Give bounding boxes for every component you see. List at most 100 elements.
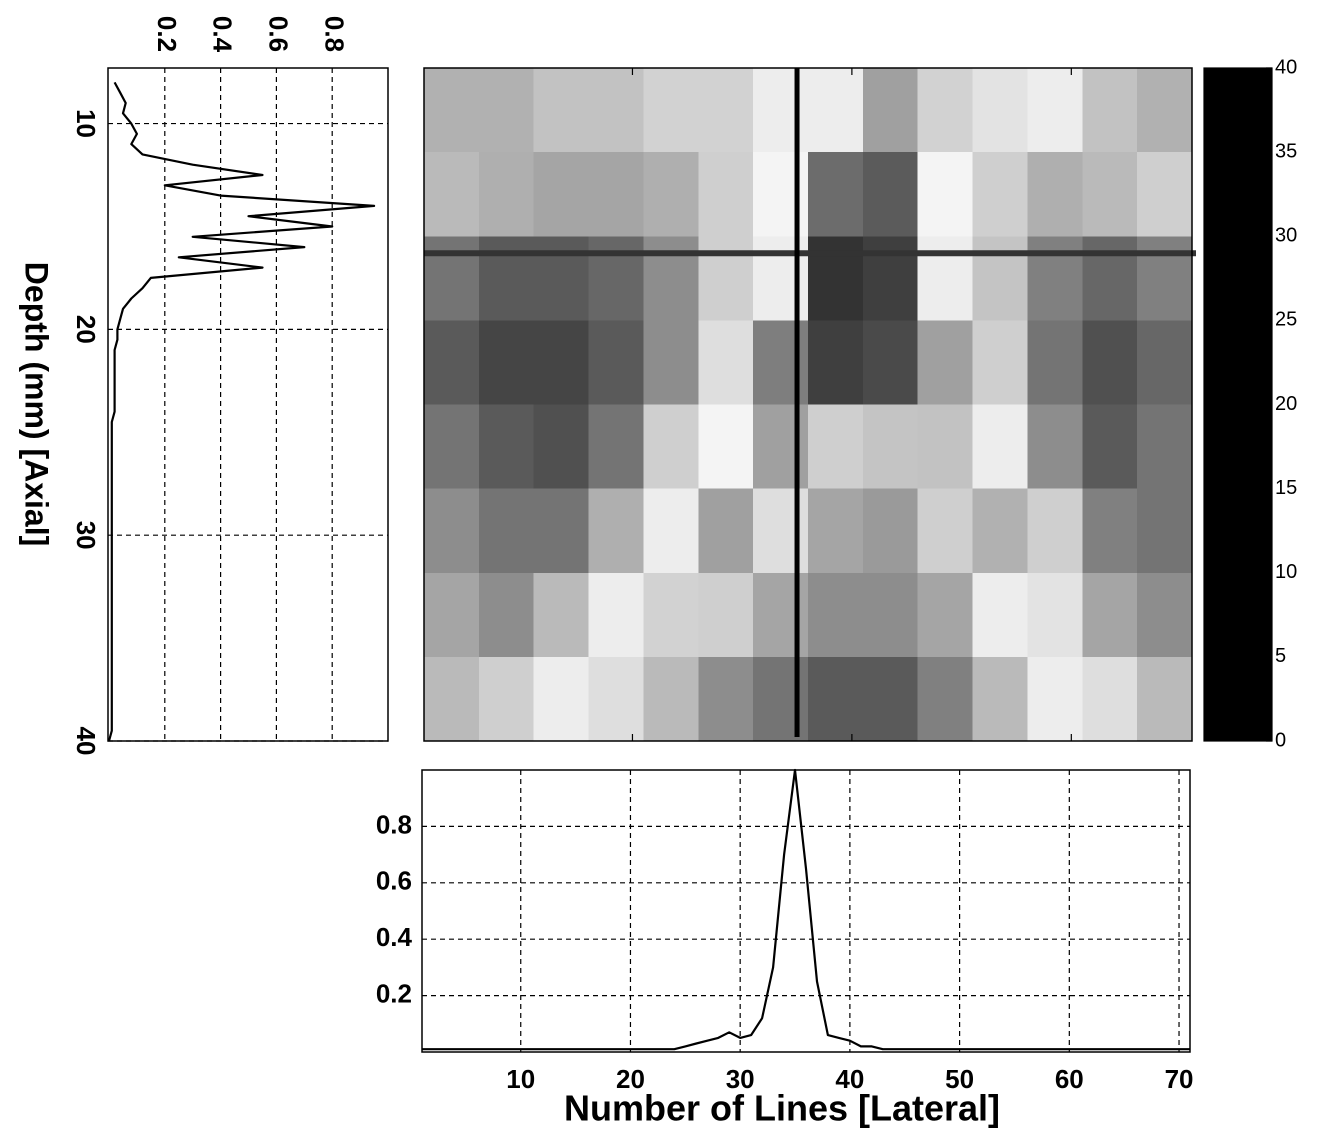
y-tick-label: 10 xyxy=(71,109,101,138)
heatmap-cell xyxy=(533,152,590,237)
heatmap-cell xyxy=(424,572,480,658)
heatmap-cell xyxy=(862,572,919,658)
heatmap-cell xyxy=(1137,68,1193,153)
heatmap-cell xyxy=(753,572,809,658)
heatmap-cell xyxy=(588,236,644,321)
heatmap-cell xyxy=(808,488,864,574)
plot-frame xyxy=(107,67,389,742)
plot-frame xyxy=(423,67,1193,742)
heatmap-cell xyxy=(1082,320,1138,405)
heatmap-cell xyxy=(753,152,809,237)
heatmap-cell xyxy=(862,404,919,490)
heatmap-cell xyxy=(478,68,535,153)
colorbar-tick-label: 10 xyxy=(1275,561,1297,583)
heatmap-cell xyxy=(972,488,1028,574)
axis-title: Number of Lines [Lateral] xyxy=(564,1088,1000,1129)
x-tick-label: 0.2 xyxy=(152,16,182,52)
heatmap-cell xyxy=(643,236,699,321)
heatmap-cell xyxy=(1082,236,1138,321)
heatmap-cell xyxy=(478,656,535,742)
heatmap-cell xyxy=(1027,236,1083,321)
heatmap-cell xyxy=(588,320,644,405)
colorbar xyxy=(1203,67,1273,742)
heatmap-cell xyxy=(917,572,974,658)
heatmap-cell xyxy=(588,152,644,237)
heatmap-cell xyxy=(1137,236,1193,321)
heatmap-cell xyxy=(1137,152,1193,237)
heatmap-cell xyxy=(808,68,864,153)
heatmap-cell xyxy=(753,656,809,742)
heatmap-cell xyxy=(1027,656,1083,742)
heatmap-cell xyxy=(424,236,480,321)
x-tick-label: 20 xyxy=(616,1064,645,1094)
heatmap-cell xyxy=(862,320,919,405)
axis-title: Depth (mm) [Axial] xyxy=(19,262,55,546)
y-tick-label: 0.4 xyxy=(376,922,413,952)
x-tick-label: 50 xyxy=(945,1064,974,1094)
heatmap-cell xyxy=(1137,320,1193,405)
heatmap-cell xyxy=(478,320,535,405)
heatmap-cell xyxy=(533,488,590,574)
heatmap-cell xyxy=(862,236,919,321)
heatmap-cell xyxy=(1137,488,1193,574)
x-tick-label: 60 xyxy=(1055,1064,1084,1094)
heatmap-cell xyxy=(917,320,974,405)
heatmap-cell xyxy=(1027,404,1083,490)
heatmap-cell xyxy=(424,152,480,237)
heatmap-cell xyxy=(972,572,1028,658)
heatmap-cell xyxy=(808,572,864,658)
heatmap-cell xyxy=(862,488,919,574)
x-tick-label: 0.6 xyxy=(264,16,294,52)
heatmap-cell xyxy=(588,572,644,658)
heatmap-cell xyxy=(1082,572,1138,658)
heatmap-cell xyxy=(643,488,699,574)
heatmap-cell xyxy=(753,236,809,321)
heatmap-cell xyxy=(698,236,754,321)
data-line xyxy=(422,768,1190,1051)
colorbar-tick-label: 0 xyxy=(1275,729,1286,751)
heatmap-cell xyxy=(917,404,974,490)
heatmap-cell xyxy=(972,152,1028,237)
heatmap-cell xyxy=(972,68,1028,153)
heatmap-cell xyxy=(588,404,644,490)
colorbar-tick-label: 30 xyxy=(1275,225,1297,247)
heatmap-cell xyxy=(808,236,864,321)
heatmap-cell xyxy=(698,488,754,574)
heatmap-cell xyxy=(1027,152,1083,237)
x-tick-label: 0.4 xyxy=(208,16,238,53)
heatmap-cell xyxy=(808,152,864,237)
heatmap-cell xyxy=(424,320,480,405)
colorbar-tick-label: 40 xyxy=(1275,56,1297,78)
heatmap-cell xyxy=(698,68,754,153)
colorbar-tick-label: 20 xyxy=(1275,393,1297,415)
heatmap-cell xyxy=(533,572,590,658)
heatmap-cell xyxy=(808,404,864,490)
heatmap-cell xyxy=(533,236,590,321)
y-tick-label: 20 xyxy=(71,315,101,344)
heatmap-cell xyxy=(588,68,644,153)
y-tick-label: 0.6 xyxy=(376,866,412,896)
heatmap-cell xyxy=(1082,488,1138,574)
heatmap-cell xyxy=(1082,152,1138,237)
heatmap-cell xyxy=(698,572,754,658)
heatmap-cell xyxy=(972,656,1028,742)
data-line xyxy=(107,81,376,742)
heatmap-cell xyxy=(478,152,535,237)
heatmap-cell xyxy=(424,68,480,153)
heatmap-cell xyxy=(424,656,480,742)
heatmap-cell xyxy=(1082,404,1138,490)
heatmap-cell xyxy=(972,236,1028,321)
heatmap-cell xyxy=(478,572,535,658)
heatmap-cell xyxy=(753,320,809,405)
colorbar-tick-label: 25 xyxy=(1275,309,1297,331)
heatmap-cell xyxy=(698,152,754,237)
heatmap-cell xyxy=(917,656,974,742)
heatmap-cell xyxy=(424,404,480,490)
heatmap-cell xyxy=(753,488,809,574)
x-tick-label: 10 xyxy=(506,1064,535,1094)
y-tick-label: 40 xyxy=(71,727,101,756)
colorbar-tick-label: 15 xyxy=(1275,477,1297,499)
heatmap-cell xyxy=(1027,68,1083,153)
heatmap-cell xyxy=(1082,68,1138,153)
